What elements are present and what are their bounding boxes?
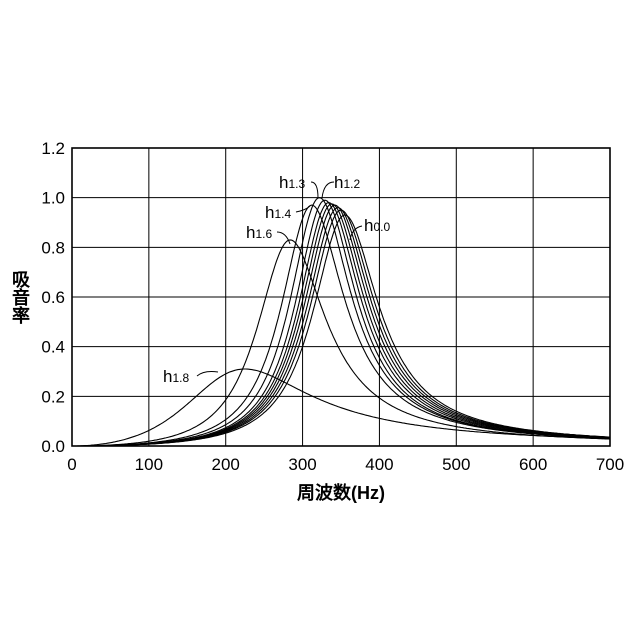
x-tick-label: 700 [596, 455, 624, 474]
label-sub: 1.6 [255, 227, 272, 241]
series-label-h1-4: h1.4 [265, 203, 291, 222]
y-tick-label: 0.4 [41, 338, 65, 357]
label-sub: 0.0 [373, 220, 390, 234]
series-line-h1-2 [74, 200, 611, 446]
y-axis-label: 吸音率 [10, 270, 30, 325]
label-sub: 1.3 [288, 177, 305, 191]
series-line-h0-0 [74, 215, 611, 446]
y-tick-label: 1.2 [41, 139, 65, 158]
label-prefix: h [246, 223, 255, 242]
y-ticks: 0.0 0.2 0.4 0.6 0.8 1.0 1.2 [41, 139, 65, 456]
absorption-chart: 0 100 200 300 400 500 600 700 0.0 0.2 0.4 0.6 0.8 1.… [0, 0, 640, 640]
label-leader [197, 372, 218, 377]
x-tick-label: 300 [288, 455, 316, 474]
y-tick-label: 0.2 [41, 387, 65, 406]
series-label-h1-2: h1.2 [334, 173, 360, 192]
x-tick-label: 600 [519, 455, 547, 474]
x-axis-label: 周波数(Hz) [297, 482, 385, 503]
y-tick-label: 0.0 [41, 437, 65, 456]
label-leader [311, 182, 318, 198]
series-label-h0-0: h0.0 [364, 216, 390, 235]
series-label-h1-6: h1.6 [246, 223, 272, 242]
label-prefix: h [334, 173, 343, 192]
y-tick-label: 1.0 [41, 189, 65, 208]
x-tick-label: 400 [365, 455, 393, 474]
y-tick-label: 0.6 [41, 288, 65, 307]
series-line-h0-4 [74, 208, 611, 446]
curves [74, 198, 611, 446]
label-prefix: h [163, 367, 172, 386]
label-leader [277, 232, 290, 244]
x-tick-label: 500 [442, 455, 470, 474]
y-tick-label: 0.8 [41, 238, 65, 257]
series-labels: h0.0h1.2h1.3h1.4h1.6h1.8 [163, 173, 390, 386]
series-label-h1-8: h1.8 [163, 367, 189, 386]
x-ticks: 0 100 200 300 400 500 600 700 [67, 455, 624, 474]
x-tick-label: 0 [67, 455, 76, 474]
series-line-h0-2 [74, 210, 611, 446]
label-sub: 1.8 [172, 371, 189, 385]
label-prefix: h [364, 216, 373, 235]
series-line-h1-6 [74, 240, 611, 446]
label-prefix: h [279, 173, 288, 192]
series-label-h1-3: h1.3 [279, 173, 305, 192]
grid [72, 148, 610, 446]
x-tick-label: 200 [212, 455, 240, 474]
label-leader [322, 182, 334, 198]
x-tick-label: 100 [135, 455, 163, 474]
label-prefix: h [265, 203, 274, 222]
label-sub: 1.4 [274, 207, 291, 221]
label-sub: 1.2 [343, 177, 360, 191]
series-line-h1-3 [74, 198, 611, 446]
